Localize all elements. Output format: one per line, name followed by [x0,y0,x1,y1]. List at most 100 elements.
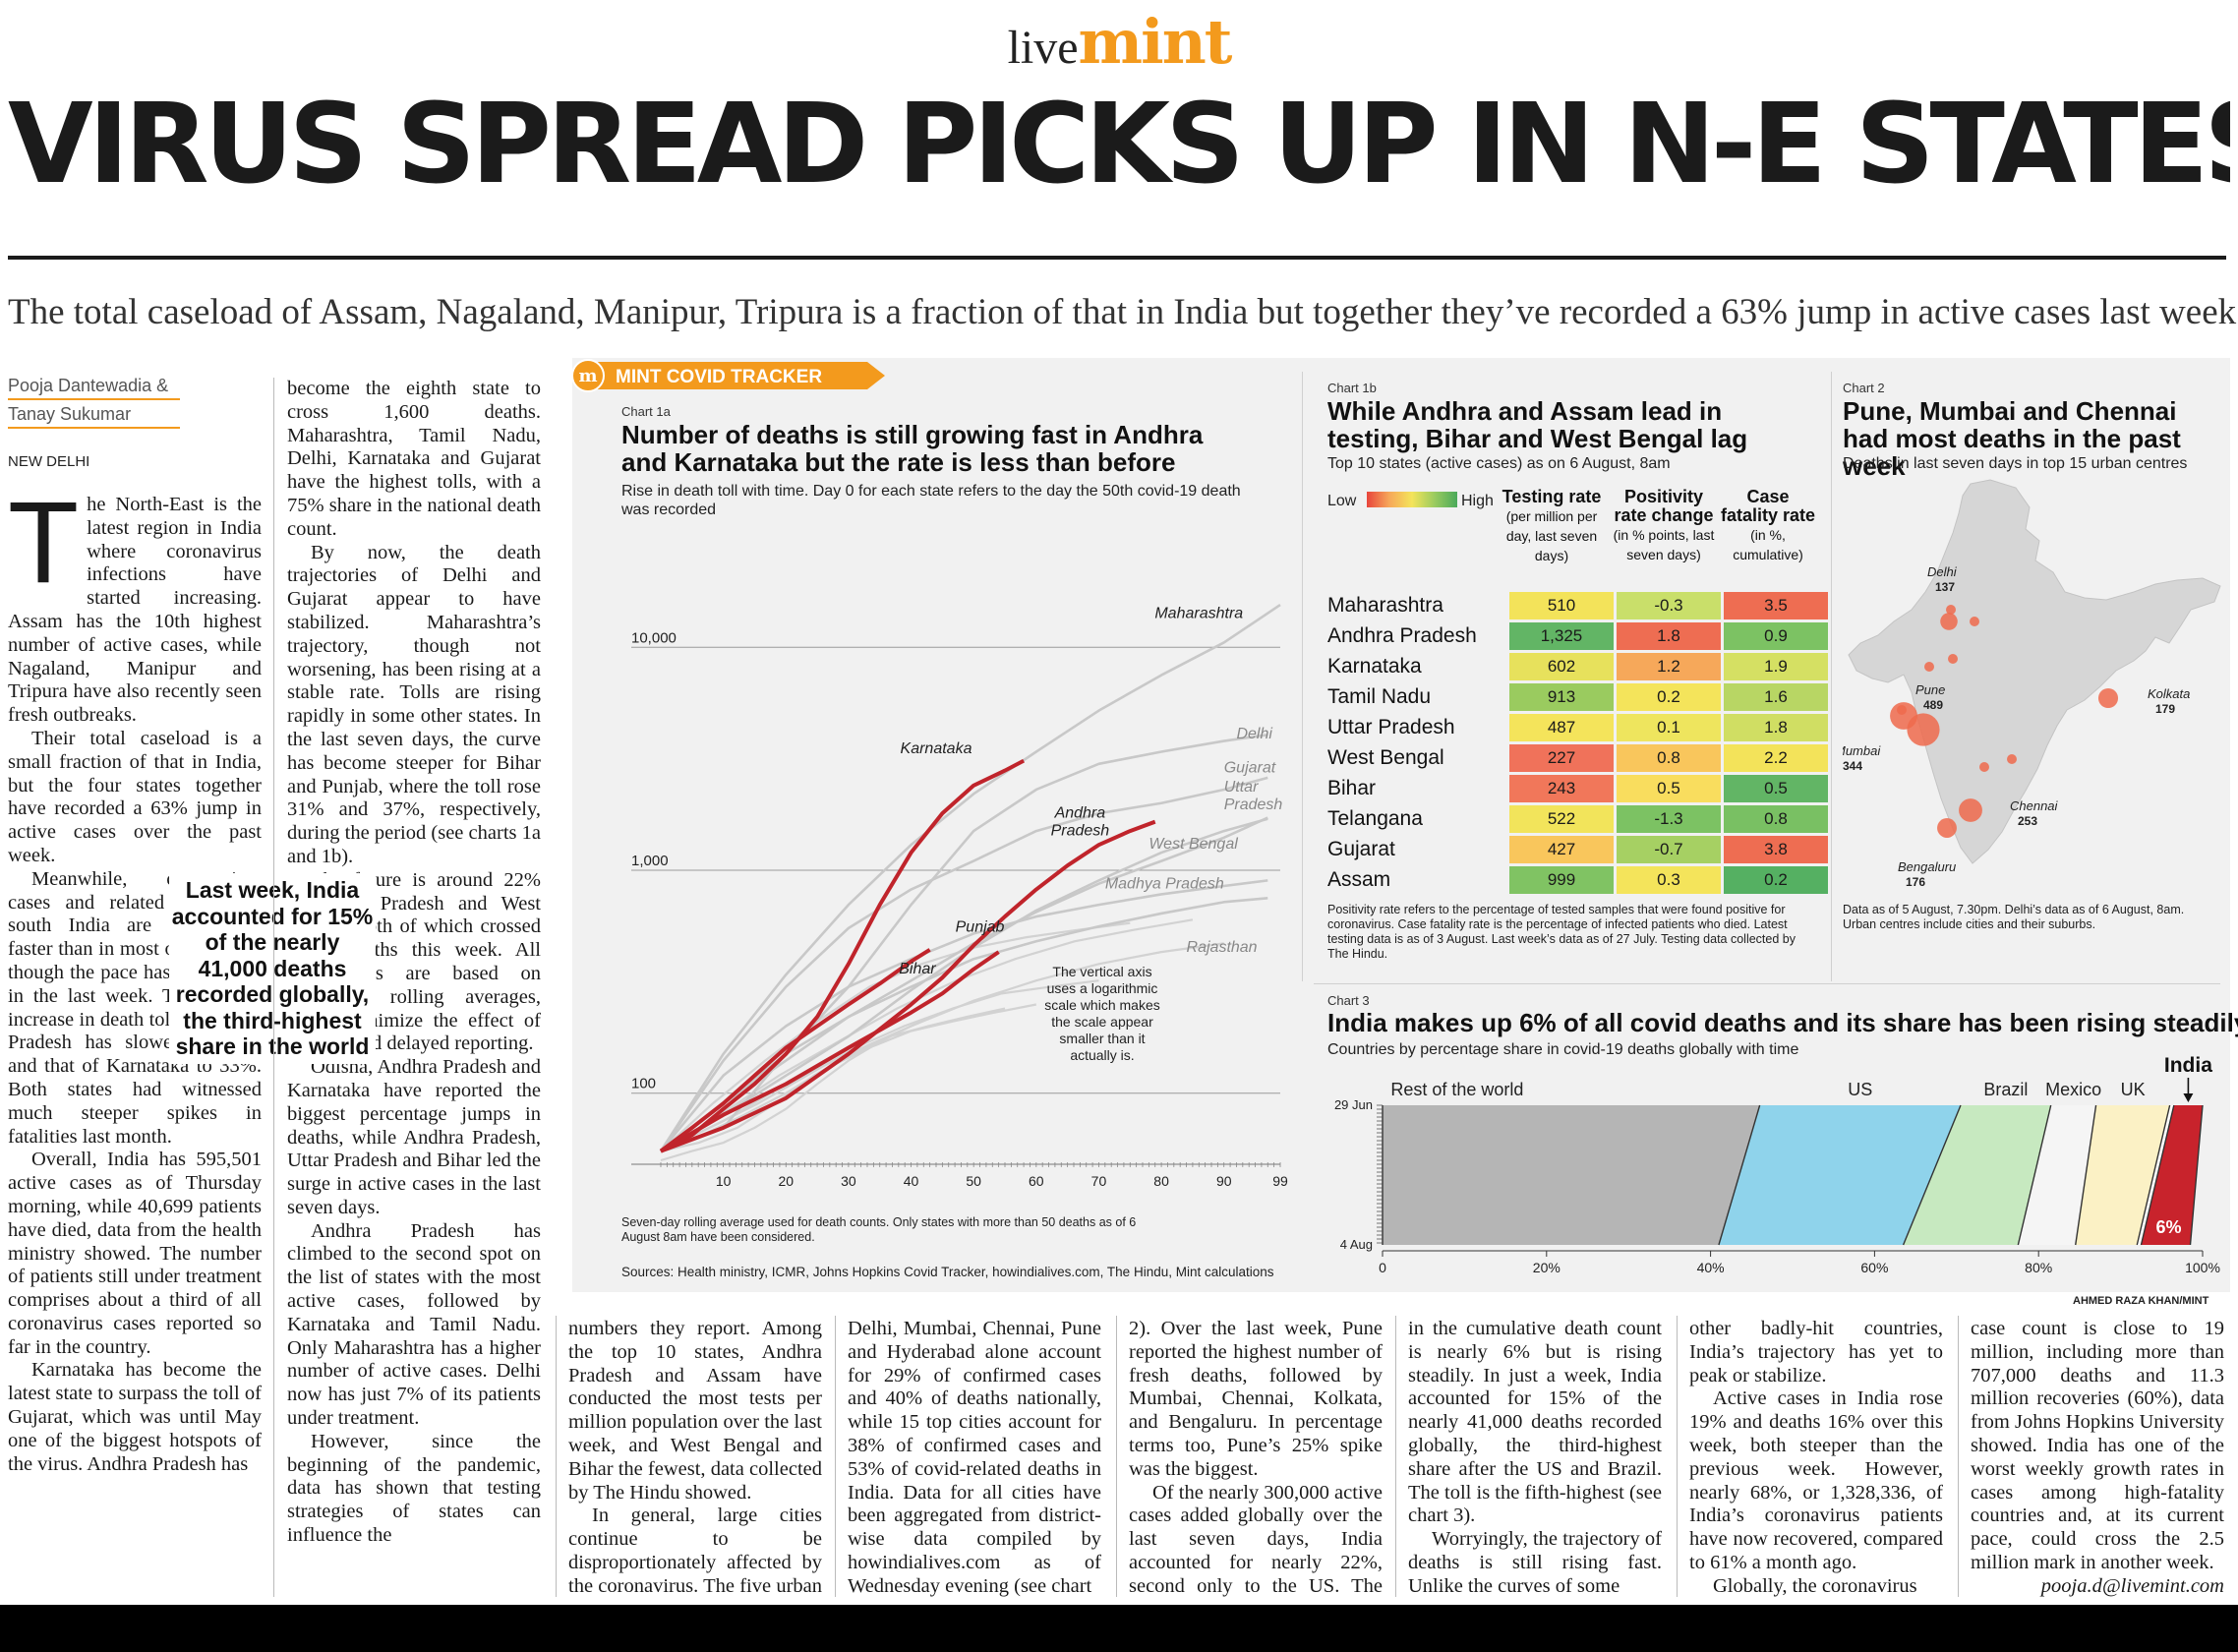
chart3-india-label: India [2164,1054,2212,1077]
chart1b-value-cell: 1.9 [1721,653,1828,680]
chart1b-value-cell: 913 [1506,683,1614,711]
chart1b-row: Andhra Pradesh 1,325 1.8 0.9 [1327,622,1828,650]
tracker-badge: m [578,366,597,386]
panel-divider [1314,983,2220,984]
byline-author-2: Tanay Sukumar [8,404,180,429]
chart1b-value-cell: 227 [1506,744,1614,772]
chart3-xtick-label: 80% [2025,1260,2052,1275]
chart1b-row: West Bengal 227 0.8 2.2 [1327,744,1828,772]
india-map-shape [1848,479,2221,864]
chart1b-value-cell: 3.8 [1721,836,1828,863]
chart1a-xtick-label: 40 [904,1173,919,1189]
article-column-5: 2). Over the last week, Pune reported th… [1129,1318,1383,1598]
chart1b-color-scale [1367,492,1457,507]
chart2-title: Pune, Mumbai and Chennai had most deaths… [1843,396,2181,481]
paragraph: Their total caseload is a small fraction… [8,727,262,866]
chart1b-value-cell: 1.8 [1614,622,1721,650]
chart1b-state-name: Tamil Nadu [1327,685,1432,708]
graphic-credit: AHMED RAZA KHAN/MINT [2073,1295,2209,1307]
chart3-xtick-label: 40% [1697,1260,1725,1275]
paragraph: By now, the death trajectories of Delhi … [287,541,541,867]
article-column-6: in the cumulative death count is nearly … [1408,1318,1662,1598]
chart3-area-uk [2075,1105,2170,1245]
chart3-date-top: 29 Jun [1334,1097,1373,1112]
chart1a-annotation: The vertical axis uses a logarithmic sca… [1044,964,1160,1063]
article-column-3: numbers they report. Among the top 10 st… [568,1318,822,1598]
chart1b-legend-low: Low [1327,493,1357,509]
subhead: The total caseload of Assam, Nagaland, M… [8,292,2237,332]
chart1b-legend-high: High [1461,493,1494,509]
masthead-live: live [1007,22,1079,74]
byline-author-1: Pooja Dantewadia & [8,376,180,400]
column-rule [273,378,274,1597]
chart1b-title: While Andhra and Assam lead in testing, … [1327,396,1748,453]
chart1b-value-cell: 510 [1506,592,1614,620]
chart1b-value-cell: 522 [1506,805,1614,833]
chart2-bubble [1890,702,1917,730]
chart1a-ytick-label: 10,000 [631,629,677,646]
chart2-bubble [1940,613,1958,630]
chart1a-series-label: Uttar Pradesh [1224,779,1283,813]
paragraph: Karnataka has become the latest state to… [8,1359,262,1475]
chart1a-xtick-label: 20 [778,1173,794,1189]
chart3-plot: Rest of the world US Brazil Mexico UK India 6%… [1334,1054,2220,1275]
chart3-title: India makes up 6% of all covid deaths an… [1327,1008,2238,1037]
chart2-minor-city-dot [1970,617,1979,626]
chart1b-value-cell: 999 [1506,866,1614,894]
paragraph: Worryingly, the trajectory of deaths is … [1408,1528,1662,1597]
column-rule [1395,1316,1396,1597]
bottom-band [0,1605,2238,1652]
chart1a-series-label: Punjab [956,919,1005,936]
chart3-area-rest-of-the-world [1383,1105,1760,1245]
chart2-death-value: 137 [1935,580,1955,594]
chart2-death-value: 344 [1843,759,1862,773]
chart2-minor-city-dot [1924,662,1934,672]
chart1b-state-name: Bihar [1327,777,1377,799]
chart1b-row: Maharashtra 510 -0.3 3.5 [1327,592,1828,620]
chart2-bubble [1959,798,1982,822]
chart3-boundary-line [1902,1104,1962,1246]
chart2-kicker: Chart 2 [1843,381,1885,395]
chart1b-value-cell: 1.6 [1721,683,1828,711]
chart3-boundary-line [1718,1104,1761,1246]
chart1a-series-karnataka [660,758,1026,1153]
byline: Pooja Dantewadia & Tanay Sukumar [8,376,180,433]
paragraph: numbers they report. Among the top 10 st… [568,1318,822,1504]
chart3-series-label: UK [2121,1080,2146,1099]
chart1b-state-name: Karnataka [1327,655,1422,678]
chart1a-note: Seven-day rolling average used for death… [621,1215,1137,1244]
chart1a-series-bihar [659,948,931,1153]
panel-divider [1302,372,1303,981]
paragraph: In general, large cities continue to be … [568,1504,822,1597]
chart3-xtick-label: 60% [1860,1260,1888,1275]
tracker-label-banner [586,362,885,389]
masthead: livemint [0,6,2238,78]
chart1b-value-cell: 0.8 [1721,805,1828,833]
headline-rule [8,256,2226,260]
chart3-area-us [1718,1105,1961,1245]
chart1b-value-cell: 0.2 [1721,866,1828,894]
chart1b-row: Assam 999 0.3 0.2 [1327,866,1828,894]
paragraph: Odisha, Andhra Pradesh and Karnataka hav… [287,1056,541,1218]
chart1a-series-label: Maharashtra [1154,606,1243,622]
paragraph: become the eighth state to cross 1,600 d… [287,378,541,540]
chart1b-subtitle: Top 10 states (active cases) as on 6 Aug… [1327,455,1671,472]
chart3-xtick-label: 0 [1379,1260,1386,1275]
paragraph: Globally, the coronavirus [1713,1574,1917,1597]
chart2-bubble [1937,818,1957,838]
chart1a-title: Number of deaths is still growing fast i… [621,420,1204,477]
chart1b-value-cell: 0.2 [1614,683,1721,711]
chart1a-subtitle: Rise in death toll with time. Day 0 for … [621,483,1241,518]
chart3-india-value: 6% [2155,1217,2181,1237]
chart1b-state-name: Assam [1327,868,1391,891]
chart1b-col-positivity: Positivity rate change (in % points, last… [1613,487,1715,563]
arrow-down-icon [2183,1093,2194,1102]
chart3-xtick-label: 20% [1533,1260,1561,1275]
chart1a-background-trace [660,942,1224,1152]
chart2-subtitle: Deaths in last seven days in top 15 urba… [1843,455,2188,472]
paragraph: case count is close to 19 million, inclu… [1971,1318,2224,1573]
paragraph: Delhi, Mumbai, Chennai, Pune and Hyderab… [848,1318,1101,1597]
chart1a-series-madhya-pradesh [659,879,1268,1152]
chart3-xtick-label: 100% [2185,1260,2220,1275]
paragraph: However, since the beginning of the pand… [287,1430,541,1547]
